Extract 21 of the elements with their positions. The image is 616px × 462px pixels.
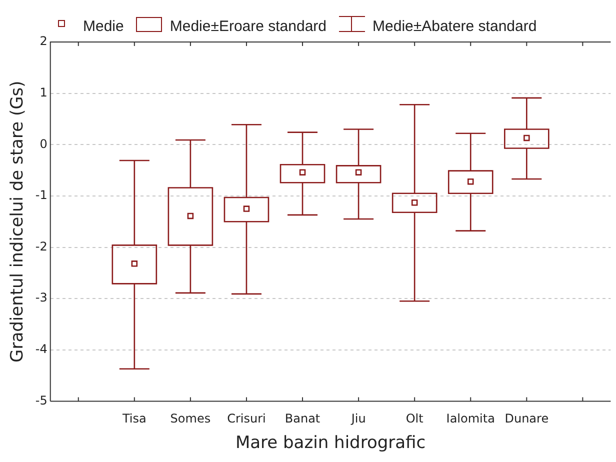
x-axis-title: Mare bazin hidrografic [235,433,426,454]
x-tick-label: Crisuri [227,412,266,426]
y-tick-label: -1 [35,188,48,202]
y-tick-label: -2 [35,239,48,254]
y-tick-label: 0 [40,136,48,151]
y-tick-label: -4 [35,342,48,356]
x-tick-label: Ialomita [446,412,495,426]
y-tick-label: -5 [35,393,48,408]
x-tick-label: Dunare [504,412,549,426]
y-tick-label: 2 [40,34,48,48]
text: Medie [83,18,124,34]
text: Medie±Eroare standard [170,18,327,34]
x-tick-label: Olt [406,412,424,426]
y-tick-label: -3 [35,290,48,305]
y-axis-title: Gradientul indicelui de stare (Gs) [8,80,28,362]
x-tick-label: Banat [284,412,320,426]
x-tick-label: Tisa [121,412,146,426]
x-tick-label: Jiu [350,412,366,426]
y-tick-label: 1 [40,85,48,100]
text: Medie±Abatere standard [372,18,537,34]
x-tick-label: Somes [170,412,211,426]
